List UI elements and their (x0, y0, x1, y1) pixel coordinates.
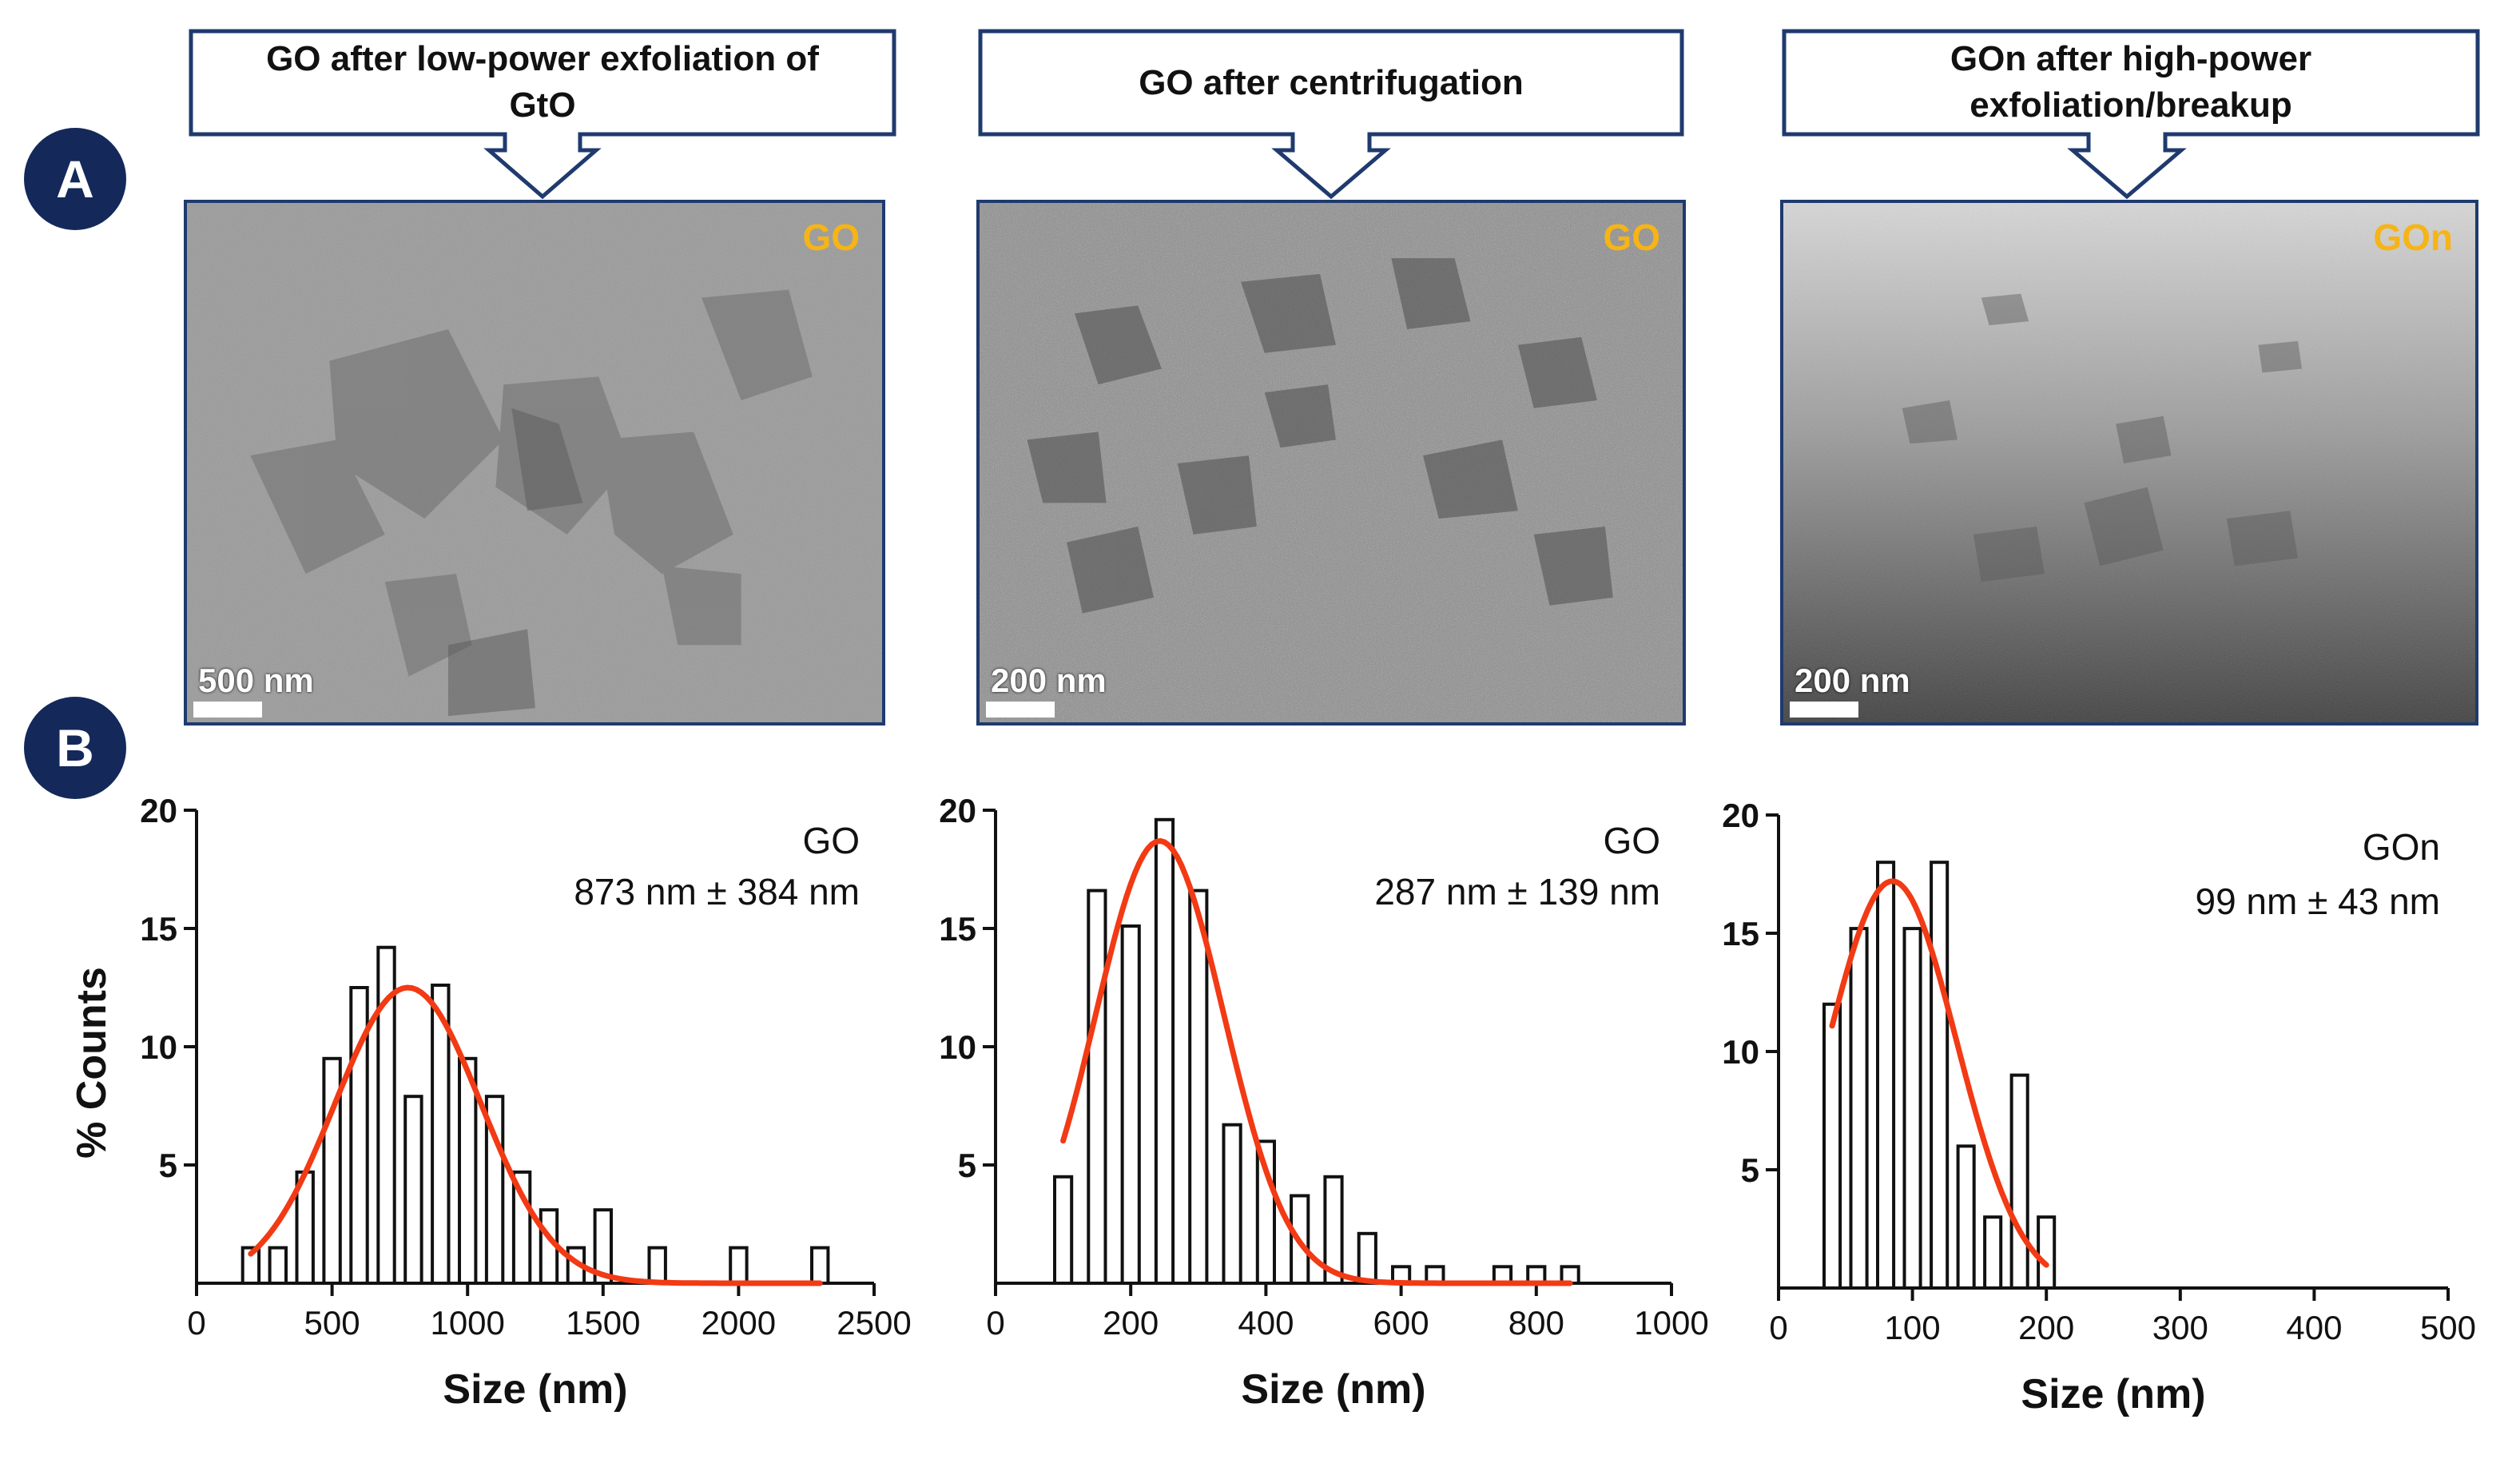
histogram-bar (1849, 927, 1869, 1290)
y-tick-label: 10 (1722, 1033, 1759, 1071)
scale-bar-1 (193, 702, 262, 718)
histogram-bar (1822, 1002, 1842, 1290)
callout-3-line1: GOn after high-power (1950, 39, 2312, 78)
x-axis-label: Size (nm) (2021, 1371, 2205, 1417)
histogram-bar (1983, 1215, 2003, 1290)
histogram-bar (1154, 817, 1175, 1286)
x-tick-label: 400 (1238, 1304, 1294, 1342)
tem-label-3: GOn (2373, 217, 2453, 258)
legend-size-stats: 873 nm ± 384 nm (574, 871, 860, 912)
y-axis-label: % Counts (69, 967, 115, 1159)
callout-1: GO after low-power exfoliation of GtO (189, 29, 896, 200)
legend-size-stats: 99 nm ± 43 nm (2195, 881, 2440, 922)
legend-sample-name: GO (802, 820, 860, 861)
tem-texture-1 (187, 203, 882, 722)
scale-bar-3 (1790, 702, 1858, 718)
x-tick-label: 100 (1885, 1309, 1941, 1346)
x-tick-label: 1500 (566, 1304, 640, 1342)
x-tick-label: 600 (1373, 1304, 1429, 1342)
y-tick-label: 10 (939, 1028, 976, 1066)
histogram-bar (1087, 889, 1107, 1285)
y-tick-label: 20 (140, 792, 177, 829)
y-tick-label: 20 (1722, 797, 1759, 834)
histogram-bar (810, 1246, 830, 1285)
gaussian-fit-curve (1829, 878, 2049, 1268)
histogram-bar (1053, 1175, 1074, 1286)
legend-size-stats: 287 nm ± 139 nm (1374, 871, 1660, 912)
histogram-bar (647, 1246, 667, 1285)
callout-3: GOn after high-power exfoliation/breakup (1782, 29, 2480, 200)
x-tick-label: 200 (2018, 1309, 2074, 1346)
x-tick-label: 500 (304, 1304, 360, 1342)
x-axis-label: Size (nm) (1241, 1366, 1425, 1413)
histogram-bar (1357, 1231, 1377, 1286)
histogram-bar (2037, 1215, 2057, 1290)
y-tick-label: 20 (939, 792, 976, 829)
histogram-3: 0 100 200 300 400 500 5 10 15 20 Size (nm) GOn 99 nm… (1722, 797, 2476, 1417)
x-tick-label: 2500 (837, 1304, 911, 1342)
histogram-bar (1930, 861, 1950, 1290)
callout-2: GO after centrifugation (978, 29, 1684, 200)
legend-sample-name: GOn (2363, 826, 2440, 868)
callout-arrow-shape (978, 29, 1684, 200)
x-tick-label: 0 (187, 1304, 205, 1342)
x-tick-label: 2000 (702, 1304, 776, 1342)
x-tick-label: 200 (1103, 1304, 1159, 1342)
y-tick-label: 5 (958, 1147, 976, 1184)
scale-label-2: 200 nm (991, 662, 1107, 699)
gaussian-fit-curve (1060, 837, 1573, 1286)
legend-sample-name: GO (1603, 820, 1660, 861)
x-tick-label: 0 (986, 1304, 1004, 1342)
tem-image-2: GO 200 nm (976, 200, 1686, 726)
histogram-2: 0 200 400 600 800 1000 5 10 15 20 Size (nm) GO 287 n… (939, 792, 1708, 1413)
x-tick-label: 1000 (1634, 1304, 1708, 1342)
scale-label-3: 200 nm (1795, 662, 1910, 699)
histogram-bar (2009, 1073, 2029, 1290)
callout-arrow-shape (189, 29, 896, 200)
x-tick-label: 500 (2420, 1309, 2476, 1346)
histogram-1: 0 500 1000 1500 2000 2500 5 10 15 20 Size (nm) % Co… (69, 792, 912, 1413)
callout-arrow-shape (1782, 29, 2480, 200)
x-tick-label: 300 (2152, 1309, 2208, 1346)
scale-label-1: 500 nm (198, 662, 314, 699)
tem-texture-2 (980, 203, 1683, 722)
x-tick-label: 0 (1769, 1309, 1787, 1346)
tem-label-1: GO (802, 217, 860, 258)
callout-3-line2: exfoliation/breakup (1969, 85, 2292, 125)
callout-1-line2: GtO (509, 85, 576, 125)
y-tick-label: 5 (1741, 1151, 1759, 1189)
tem-texture-3 (1783, 203, 2475, 722)
callout-2-line1: GO after centrifugation (1139, 63, 1524, 102)
histogram-bar (1188, 889, 1209, 1285)
histogram-bar (268, 1246, 288, 1285)
y-tick-label: 15 (1722, 915, 1759, 952)
y-tick-label: 5 (159, 1147, 177, 1184)
gaussian-fit-curve (248, 984, 823, 1286)
histogram-bar (1956, 1144, 1976, 1290)
histogram-bar (403, 1095, 423, 1285)
histogram-bar (458, 1056, 478, 1286)
histogram-bar (1902, 927, 1922, 1290)
tem-label-2: GO (1603, 217, 1660, 258)
histogram-bar (1876, 861, 1896, 1290)
panel-badge-a: A (24, 128, 126, 230)
tem-image-1: GO 500 nm (184, 200, 885, 726)
x-axis-label: Size (nm) (443, 1366, 627, 1413)
y-tick-label: 10 (140, 1028, 177, 1066)
histogram-bar (729, 1246, 749, 1285)
x-tick-label: 400 (2286, 1309, 2342, 1346)
scale-bar-2 (986, 702, 1055, 718)
x-tick-label: 800 (1508, 1304, 1564, 1342)
panel-badge-b: B (24, 697, 126, 799)
y-tick-label: 15 (939, 910, 976, 948)
histogram-bar (1120, 924, 1141, 1285)
callout-1-line1: GO after low-power exfoliation of (266, 39, 819, 78)
histogram-bar (1222, 1123, 1242, 1285)
x-tick-label: 1000 (430, 1304, 504, 1342)
y-tick-label: 15 (140, 910, 177, 948)
tem-image-3: GOn 200 nm (1780, 200, 2478, 726)
